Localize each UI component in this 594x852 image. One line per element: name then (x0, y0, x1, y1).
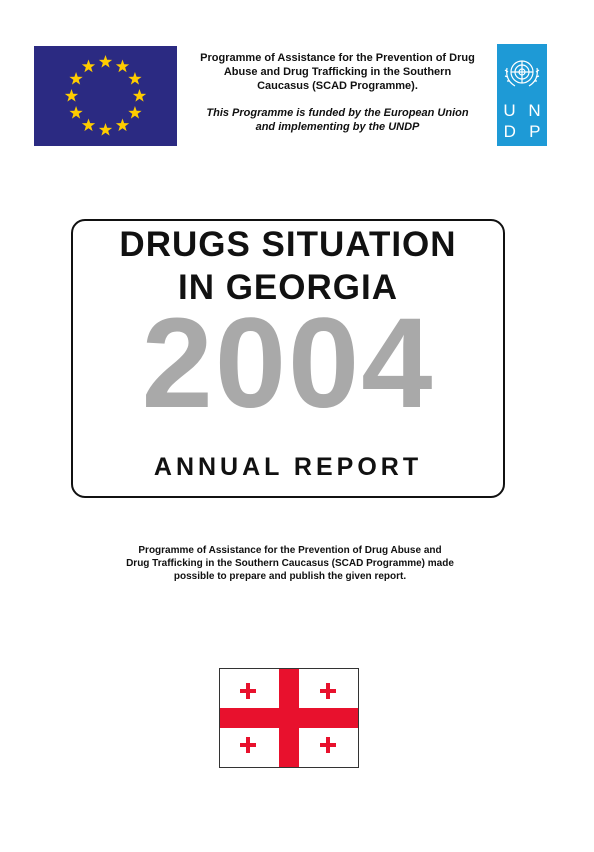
eu-star-icon (81, 59, 96, 73)
eu-star-icon (81, 118, 96, 132)
report-title-line: DRUGS SITUATION (119, 225, 457, 264)
eu-star-icon (98, 55, 113, 68)
eu-star-icon (128, 106, 142, 119)
funding-line: and implementing by the UNDP (255, 121, 420, 133)
georgian-flag-graphic (220, 669, 358, 767)
undp-letters-bottom: D P (497, 123, 547, 140)
note-line: possible to prepare and publish the give… (173, 571, 407, 582)
undp-letter: D (503, 122, 516, 141)
undp-logo: U N D P (497, 44, 547, 146)
eu-star-icon (115, 59, 130, 73)
eu-stars-icon (64, 55, 147, 136)
programme-line: Caucasus (SCAD Programme). (257, 80, 418, 92)
report-type-label: ANNUAL REPORT (153, 453, 423, 481)
eu-star-icon (128, 72, 142, 85)
undp-letter: N (528, 101, 541, 120)
eu-star-icon (69, 106, 83, 119)
undp-letter: P (529, 122, 541, 141)
eu-star-icon (64, 89, 79, 102)
funding-line: This Programme is funded by the European… (206, 107, 469, 119)
eu-flag-logo (34, 46, 177, 146)
undp-letter: U (503, 101, 516, 120)
note-line: Drug Trafficking in the Southern Caucasu… (126, 558, 454, 569)
undp-letters-top: U N (497, 102, 547, 119)
title-box: DRUGS SITUATION IN GEORGIA 2004 ANNUAL R… (71, 219, 505, 498)
eu-star-icon (69, 72, 83, 85)
eu-star-icon (98, 123, 113, 136)
report-year: 2004 (141, 292, 435, 435)
programme-line: Abuse and Drug Trafficking in the Southe… (223, 66, 452, 78)
note-line: Programme of Assistance for the Preventi… (138, 545, 442, 556)
report-title-line: IN GEORGIA (177, 268, 399, 307)
eu-star-icon (132, 89, 147, 102)
eu-star-icon (115, 118, 130, 132)
programme-description: Programme of Assistance for the Preventi… (180, 51, 495, 93)
un-emblem-icon (504, 60, 540, 87)
georgian-flag-icon (219, 668, 359, 768)
programme-header: Programme of Assistance for the Preventi… (180, 51, 495, 134)
funding-statement: This Programme is funded by the European… (180, 106, 495, 134)
programme-line: Programme of Assistance for the Preventi… (200, 52, 475, 64)
publication-note: Programme of Assistance for the Preventi… (100, 544, 480, 583)
